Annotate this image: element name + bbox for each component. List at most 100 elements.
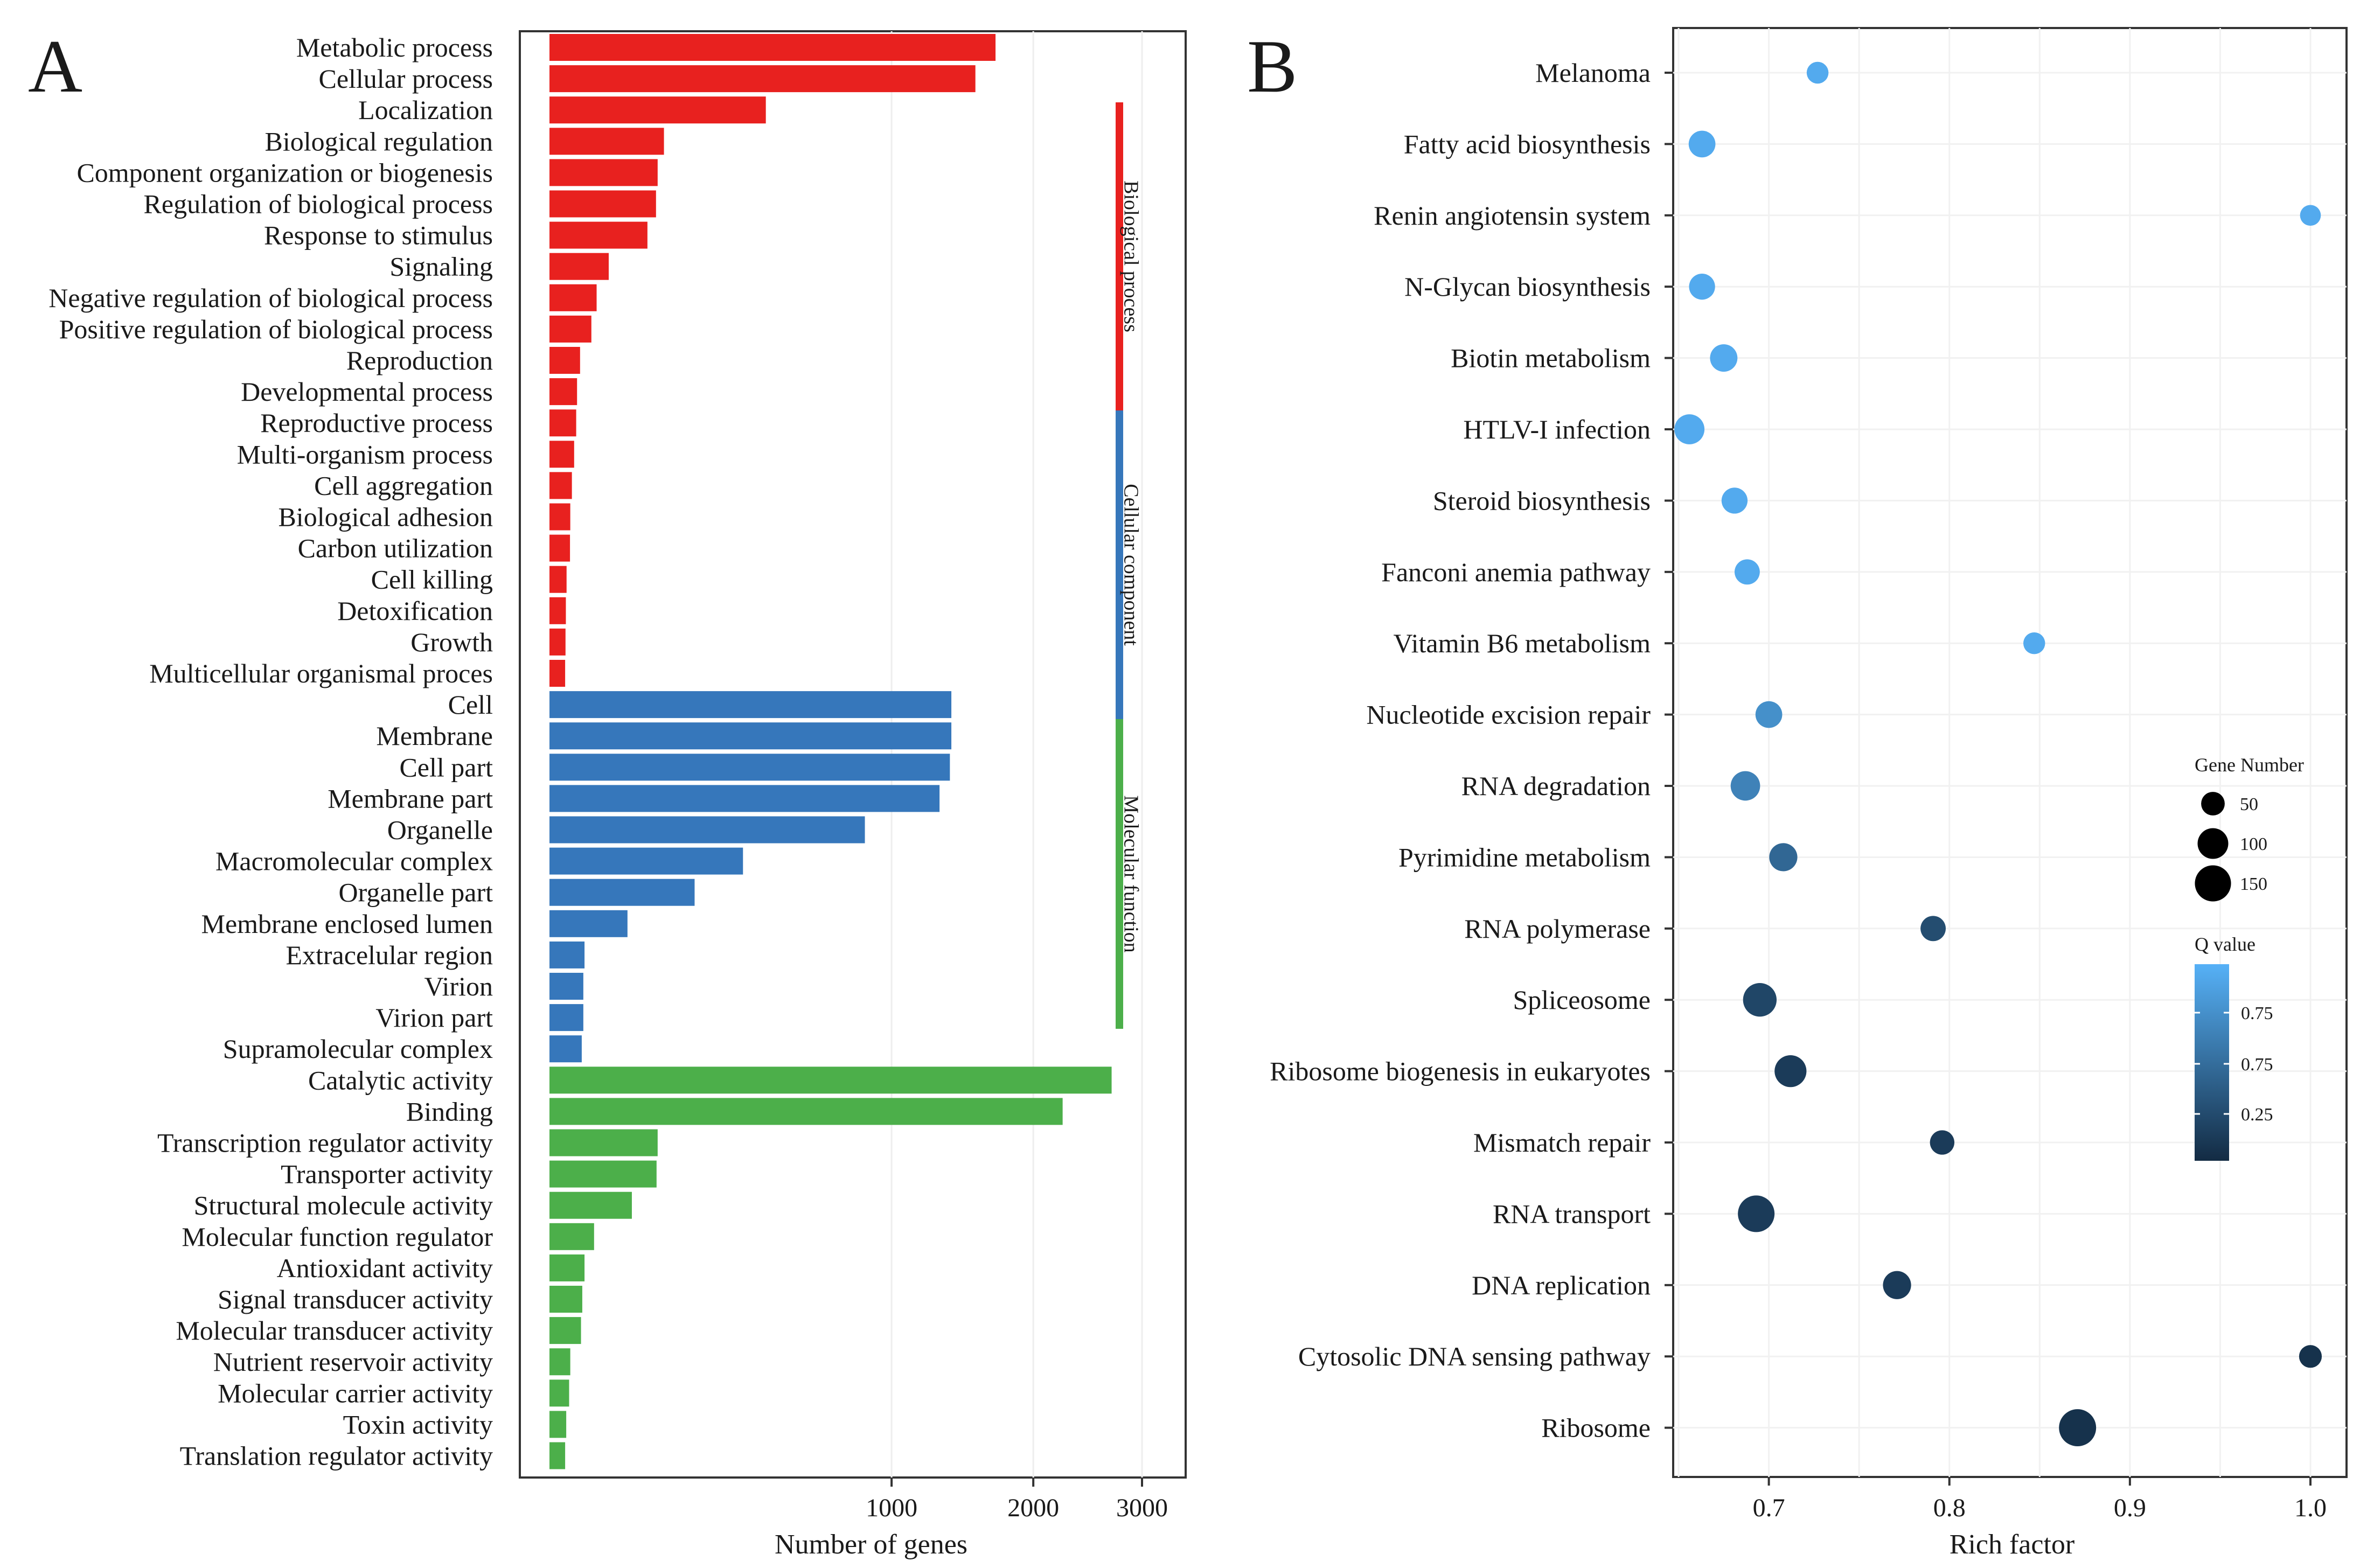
category-label: Carbon utilization — [298, 533, 493, 563]
category-label: Toxin activity — [343, 1409, 493, 1439]
bar-organelle-part — [549, 879, 695, 906]
bar-cell-part — [549, 754, 950, 781]
category-label: Cell part — [399, 752, 493, 782]
bar-reproduction — [549, 347, 580, 374]
group-label-biological-process: Biological process — [1119, 180, 1142, 332]
category-label: Growth — [410, 627, 493, 657]
point-renin-angiotensin-system — [2300, 205, 2321, 226]
bar-biological-adhesion — [549, 503, 570, 531]
bar-transporter-activity — [549, 1160, 657, 1188]
group-label-molecular-function: Molecular function — [1119, 795, 1142, 952]
point-rna-transport — [1738, 1195, 1775, 1232]
bar-detoxification — [549, 597, 566, 624]
category-label: Structural molecule activity — [194, 1190, 493, 1221]
legend-color-bar — [2195, 964, 2229, 1161]
pathway-label: Cytosolic DNA sensing pathway — [1298, 1341, 1651, 1371]
point-htlv-i-infection — [1674, 414, 1705, 444]
pathway-label: Ribosome — [1541, 1413, 1651, 1443]
bar-catalytic-activity — [549, 1067, 1112, 1094]
pathway-label: Pyrimidine metabolism — [1398, 842, 1651, 872]
category-label: Nutrient reservoir activity — [213, 1347, 493, 1377]
pathway-label: Fatty acid biosynthesis — [1404, 129, 1651, 159]
bar-component-organization-or-biogenesis — [549, 159, 658, 186]
bar-toxin-activity — [549, 1411, 567, 1438]
pathway-label: Steroid biosynthesis — [1433, 485, 1651, 515]
bar-supramolecular-complex — [549, 1035, 582, 1063]
point-ribosome — [2059, 1409, 2097, 1447]
category-label: Virion — [424, 971, 493, 1001]
point-rna-degradation — [1730, 771, 1760, 801]
pathway-label: Fanconi anemia pathway — [1381, 557, 1651, 587]
bar-developmental-process — [549, 378, 577, 406]
legend-size-label: 100 — [2240, 834, 2267, 854]
category-label: Cell killing — [371, 565, 493, 595]
category-label: Regulation of biological process — [144, 189, 493, 219]
bar-membrane — [549, 722, 952, 750]
bar-extracelular-region — [549, 941, 585, 968]
bar-cell-killing — [549, 566, 567, 593]
panel-b-x-axis-title: Rich factor — [1950, 1529, 2074, 1560]
category-label: Signaling — [389, 252, 493, 282]
bar-positive-regulation-of-biological-process — [549, 315, 591, 343]
category-label: Transcription regulator activity — [157, 1128, 493, 1158]
panel-b-letter: B — [1247, 25, 1297, 108]
bar-antioxidant-activity — [549, 1254, 585, 1281]
pathway-label: RNA polymerase — [1464, 914, 1651, 944]
point-biotin-metabolism — [1710, 344, 1738, 372]
bar-binding — [549, 1098, 1063, 1125]
bar-cell — [549, 691, 952, 719]
point-nucleotide-excision-repair — [1755, 701, 1783, 728]
bar-multicellular-organismal-proces — [549, 660, 566, 687]
category-label: Biological adhesion — [278, 502, 493, 532]
category-label: Cell — [448, 689, 493, 720]
bar-signaling — [549, 253, 609, 280]
legend-size-dot — [2201, 792, 2225, 816]
category-label: Reproductive process — [260, 408, 493, 438]
bar-cellular-process — [549, 65, 976, 93]
category-label: Membrane enclosed lumen — [201, 909, 493, 939]
point-melanoma — [1806, 61, 1829, 84]
bar-multi-organism-process — [549, 441, 574, 468]
legend-size-label: 50 — [2240, 795, 2258, 814]
bar-structural-molecule-activity — [549, 1191, 632, 1219]
x-tick-label: 3000 — [1116, 1494, 1168, 1522]
bar-carbon-utilization — [549, 534, 570, 562]
category-label: Cellular process — [318, 64, 493, 94]
bar-organelle — [549, 816, 865, 844]
point-dna-replication — [1883, 1271, 1911, 1299]
category-label: Cell aggregation — [314, 470, 493, 500]
bar-response-to-stimulus — [549, 221, 648, 249]
legend-color-label: 0.75 — [2241, 1055, 2273, 1075]
pathway-label: RNA transport — [1493, 1198, 1651, 1229]
category-label: Antioxidant activity — [277, 1253, 493, 1283]
bar-molecular-transducer-activity — [549, 1317, 581, 1344]
pathway-label: DNA replication — [1472, 1270, 1651, 1300]
category-label: Multi-organism process — [237, 439, 493, 469]
bar-growth — [549, 628, 566, 656]
category-label: Negative regulation of biological proces… — [48, 283, 493, 313]
category-label: Membrane part — [328, 783, 493, 813]
category-label: Reproduction — [346, 345, 493, 375]
category-label: Supramolecular complex — [223, 1034, 493, 1064]
category-label: Virion part — [375, 1002, 493, 1033]
legend-color-title: Q value — [2195, 933, 2255, 955]
bar-nutrient-reservoir-activity — [549, 1348, 570, 1376]
category-label: Metabolic process — [296, 32, 493, 62]
point-cytosolic-dna-sensing-pathway — [2299, 1345, 2322, 1368]
panel-a-letter: A — [28, 25, 82, 108]
category-label: Molecular carrier activity — [218, 1378, 493, 1408]
category-label: Molecular function regulator — [182, 1222, 493, 1252]
bar-reproductive-process — [549, 409, 576, 437]
point-steroid-biosynthesis — [1721, 487, 1748, 514]
pathway-label: RNA degradation — [1461, 771, 1651, 801]
pathway-label: HTLV-I infection — [1463, 414, 1651, 444]
category-label: Transporter activity — [281, 1159, 493, 1189]
bar-regulation-of-biological-process — [549, 190, 656, 218]
bar-molecular-function-regulator — [549, 1223, 594, 1250]
panel-a-x-axis-title: Number of genes — [775, 1529, 967, 1560]
x-tick-label: 1.0 — [2294, 1494, 2327, 1522]
point-fanconi-anemia-pathway — [1734, 559, 1760, 585]
category-label: Organelle — [387, 815, 493, 845]
category-label: Multicellular organismal proces — [149, 658, 493, 688]
